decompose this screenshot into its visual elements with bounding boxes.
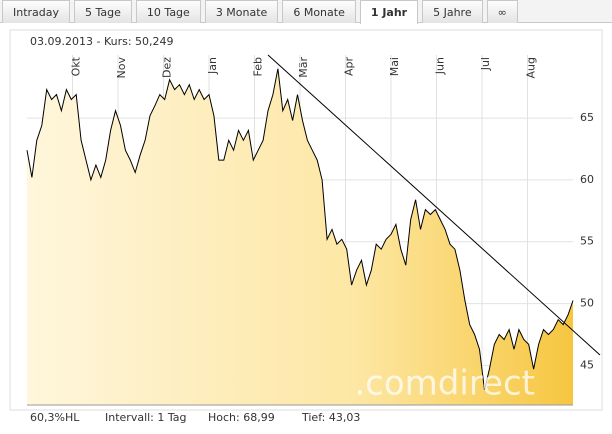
footer-text: 60,3%HL (30, 411, 80, 424)
x-tick-label: Jan (206, 57, 219, 75)
tab[interactable]: Intraday (2, 0, 71, 23)
y-tick-label: 65 (580, 111, 594, 124)
x-tick-label: Mär (297, 57, 310, 78)
header: 03.09.2013 - Kurs: 50,249 (30, 35, 174, 48)
area (27, 68, 573, 405)
x-tick-label: Jul (479, 57, 492, 71)
x-tick-label: Nov (115, 57, 128, 79)
x-tick-label: Jun (434, 57, 447, 75)
tab[interactable]: 1 Jahr (359, 0, 419, 24)
tab[interactable]: 3 Monate (204, 0, 279, 23)
watermark: .comdirect (354, 364, 535, 404)
frame (9, 29, 603, 411)
y-tick-label: 45 (580, 358, 594, 371)
x-tick-label: Dez (161, 57, 174, 78)
x-tick-label: Okt (70, 56, 83, 76)
footer-text: Tief: 43,03 (301, 411, 360, 424)
tab[interactable]: 5 Jahre (422, 0, 483, 23)
x-tick-label: Feb (252, 57, 265, 76)
trend-line (267, 54, 601, 356)
y-tick-label: 50 (580, 297, 594, 310)
x-tick-label: Aug (525, 57, 538, 78)
footer-text: Hoch: 68,99 (208, 411, 275, 424)
y-tick-label: 55 (580, 235, 594, 248)
x-tick-label: Apr (343, 57, 356, 77)
price-line (26, 68, 574, 390)
footer-text: Intervall: 1 Tag (105, 411, 187, 424)
tab[interactable]: 5 Tage (74, 0, 132, 23)
tab[interactable]: 10 Tage (135, 0, 201, 23)
x-tick-label: Mai (388, 57, 401, 76)
tab[interactable]: ∞ (486, 0, 518, 23)
tab[interactable]: 6 Monate (282, 0, 356, 23)
y-tick-label: 60 (580, 173, 594, 186)
tab-bar: Intraday 5 Tage 10 Tage 3 Monate 6 Monate 1 J… (0, 0, 612, 24)
